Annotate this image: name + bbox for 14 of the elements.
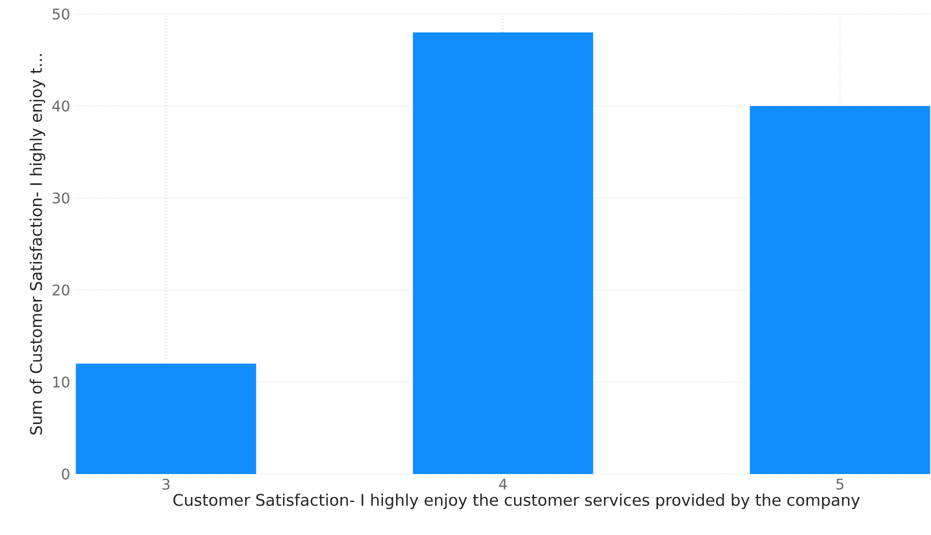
y-tick-label: 30	[52, 192, 70, 204]
y-tick-label: 50	[52, 8, 70, 20]
y-tick-label: 0	[62, 468, 70, 480]
x-tick-label: 3	[162, 478, 170, 490]
x-tick-label: 4	[499, 478, 507, 490]
x-axis-title: Customer Satisfaction- I highly enjoy the customer services provided by the company	[173, 494, 860, 510]
bar	[76, 364, 256, 474]
bar	[750, 106, 930, 474]
x-tick-label: 5	[836, 478, 844, 490]
y-tick-label: 20	[52, 284, 70, 296]
y-tick-label: 10	[53, 376, 70, 388]
y-axis-title: Sum of Customer Satisfaction- I highly enjoy t...	[30, 54, 46, 434]
y-tick-label: 40	[52, 100, 70, 112]
bar	[412, 32, 594, 474]
